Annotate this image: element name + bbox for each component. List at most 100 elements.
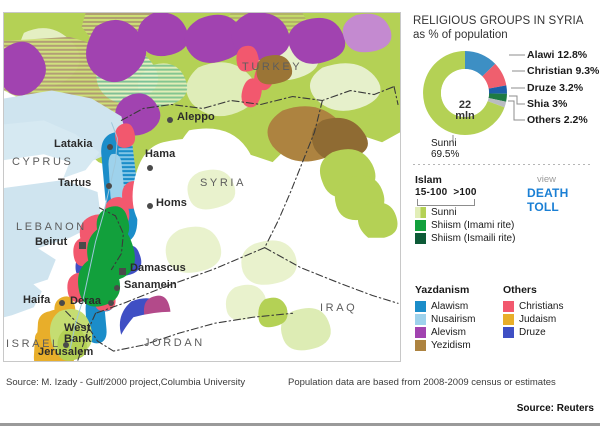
legend-item-shiism-ismaili[interactable]: Shiism (Ismaili rite) (415, 233, 599, 244)
city-marker-sanamein[interactable] (114, 285, 120, 291)
donut-label-sunni-pct: 69.5% (431, 149, 460, 160)
slice-druze (488, 85, 507, 94)
donut-label-others: Others 2.2% (527, 114, 588, 126)
legend-label-shiism-ismaili: Shiism (Ismaili rite) (431, 233, 516, 244)
legend-swatch-sunni (415, 207, 426, 218)
legend-columns: Yazdanism Alawism Nusairism Alevism Yezi… (415, 284, 600, 353)
donut-label-alawi: Alawi 12.8% (527, 49, 587, 61)
donut-label-christian-name: Christian (527, 65, 573, 77)
country-label-cyprus: CYPRUS (12, 156, 74, 168)
death-toll-link[interactable]: DEATH TOLL (527, 186, 569, 214)
slice-sunni (423, 51, 505, 135)
city-label-deraa: Deraa (70, 295, 102, 307)
donut-center-value: 22 mln (445, 100, 485, 122)
city-label-damascus: Damascus (130, 262, 186, 274)
city-marker-aleppo[interactable] (167, 117, 173, 123)
legend-swatch-shiism-imami (415, 220, 426, 231)
city-label-beirut: Beirut (35, 236, 68, 248)
city-marker-haifa[interactable] (59, 300, 65, 306)
legend-swatch-shiism-ismaili (415, 233, 426, 244)
city-label-hama: Hama (145, 148, 176, 160)
legend-item-shiism-imami[interactable]: Shiism (Imami rite) (415, 220, 599, 231)
legend-item-judaism[interactable]: Judaism (503, 314, 599, 325)
legend-label-nusairism: Nusairism (431, 314, 476, 325)
legend-islam-scale: 15-100 >100 (415, 187, 599, 198)
syria-religion-map[interactable]: TURKEY CYPRUS SYRIA LEBANON IRAQ JORDAN … (3, 12, 401, 362)
country-label-syria: SYRIA (200, 177, 247, 189)
source-population-note: Population data are based from 2008-2009… (288, 377, 556, 388)
legend-swatch-judaism (503, 314, 514, 325)
death-toll-link-group[interactable]: view DEATH TOLL (527, 174, 597, 214)
legend-swatch-alevism (415, 327, 426, 338)
slice-shia (488, 93, 507, 102)
legend-label-alevism: Alevism (431, 327, 467, 338)
country-label-iraq: IRAQ (320, 302, 358, 314)
donut-label-shia-name: Shia (527, 98, 550, 110)
scale-high-label: >100 (453, 187, 477, 198)
city-marker-homs[interactable] (147, 203, 153, 209)
legend-label-shiism-imami: Shiism (Imami rite) (431, 220, 515, 231)
right-panel: RELIGIOUS GROUPS IN SYRIA as % of popula… (409, 12, 600, 362)
city-label-latakia: Latakia (54, 138, 93, 150)
legend-item-sunni[interactable]: Sunni (415, 207, 599, 218)
slice-christian (482, 63, 507, 89)
legend-label-yezidism: Yezidism (431, 340, 471, 351)
donut-label-druze-name: Druze (527, 82, 557, 94)
donut-total-unit: mln (455, 110, 475, 122)
country-label-turkey: TURKEY (242, 61, 303, 73)
legend-item-yezidism[interactable]: Yezidism (415, 340, 503, 351)
legend-swatch-druze (503, 327, 514, 338)
city-marker-tartus[interactable] (106, 183, 112, 189)
slice-alawi (465, 51, 496, 77)
donut-label-druze: Druze 3.2% (527, 82, 583, 94)
donut-label-alawi-name: Alawi (527, 49, 555, 61)
chart-subtitle: as % of population (413, 29, 508, 41)
city-label-sanamein: Sanamein (124, 279, 177, 291)
city-label-jerusalem: Jerusalem (38, 346, 94, 358)
city-marker-hama[interactable] (147, 165, 153, 171)
donut-label-christian-pct: 9.3% (575, 65, 600, 77)
legend-item-nusairism[interactable]: Nusairism (415, 314, 503, 325)
country-label-lebanon: LEBANON (16, 221, 87, 233)
legend-swatch-nusairism (415, 314, 426, 325)
country-label-israel: ISRAEL (6, 338, 61, 350)
source-reuters: Source: Reuters (516, 403, 594, 414)
legend-label-alawism: Alawism (431, 301, 469, 312)
city-marker-beirut[interactable] (79, 242, 86, 249)
legend-scale-bracket (417, 199, 475, 206)
donut-label-druze-pct: 3.2% (559, 82, 584, 94)
city-label-aleppo: Aleppo (177, 111, 215, 123)
legend-label-sunni: Sunni (431, 207, 457, 218)
city-marker-deraa[interactable] (108, 300, 114, 306)
donut-label-christian: Christian 9.3% (527, 65, 599, 77)
city-marker-jerusalem[interactable] (63, 342, 69, 348)
legend-label-christians: Christians (519, 301, 564, 312)
donut-label-alawi-pct: 12.8% (557, 49, 588, 61)
legend-item-alevism[interactable]: Alevism (415, 327, 503, 338)
source-izady: Source: M. Izady - Gulf/2000 project,Col… (6, 377, 246, 388)
separator-rule (413, 164, 593, 165)
country-label-jordan: JORDAN (144, 337, 205, 349)
chart-title: RELIGIOUS GROUPS IN SYRIA (413, 15, 584, 27)
city-marker-damascus[interactable] (119, 268, 126, 275)
legend-swatch-yezidism (415, 340, 426, 351)
legend-islam: Islam 15-100 >100 Sunni Shiism (Imami ri… (415, 174, 599, 246)
donut-label-sunni-name: Sunni (431, 138, 457, 149)
view-label: view (537, 174, 557, 185)
city-label-homs: Homs (156, 197, 187, 209)
legend-others: Others Christians Judaism Druze (503, 284, 599, 353)
city-marker-latakia[interactable] (107, 144, 113, 150)
legend-item-alawism[interactable]: Alawism (415, 301, 503, 312)
religious-groups-donut-chart[interactable]: 22 mln Alawi 12.8% Christian 9.3% Druze … (413, 43, 599, 160)
legend-item-christians[interactable]: Christians (503, 301, 599, 312)
slice-others (487, 97, 507, 108)
legend-swatch-alawism (415, 301, 426, 312)
donut-total-number: 22 (458, 99, 472, 111)
legend-label-judaism: Judaism (519, 314, 557, 325)
city-label-tartus: Tartus (58, 177, 92, 189)
donut-label-shia-pct: 3% (552, 98, 568, 110)
legend-yazdanism: Yazdanism Alawism Nusairism Alevism Yezi… (415, 284, 503, 353)
legend-swatch-christians (503, 301, 514, 312)
legend-item-druze[interactable]: Druze (503, 327, 599, 338)
donut-label-shia: Shia 3% (527, 98, 567, 110)
